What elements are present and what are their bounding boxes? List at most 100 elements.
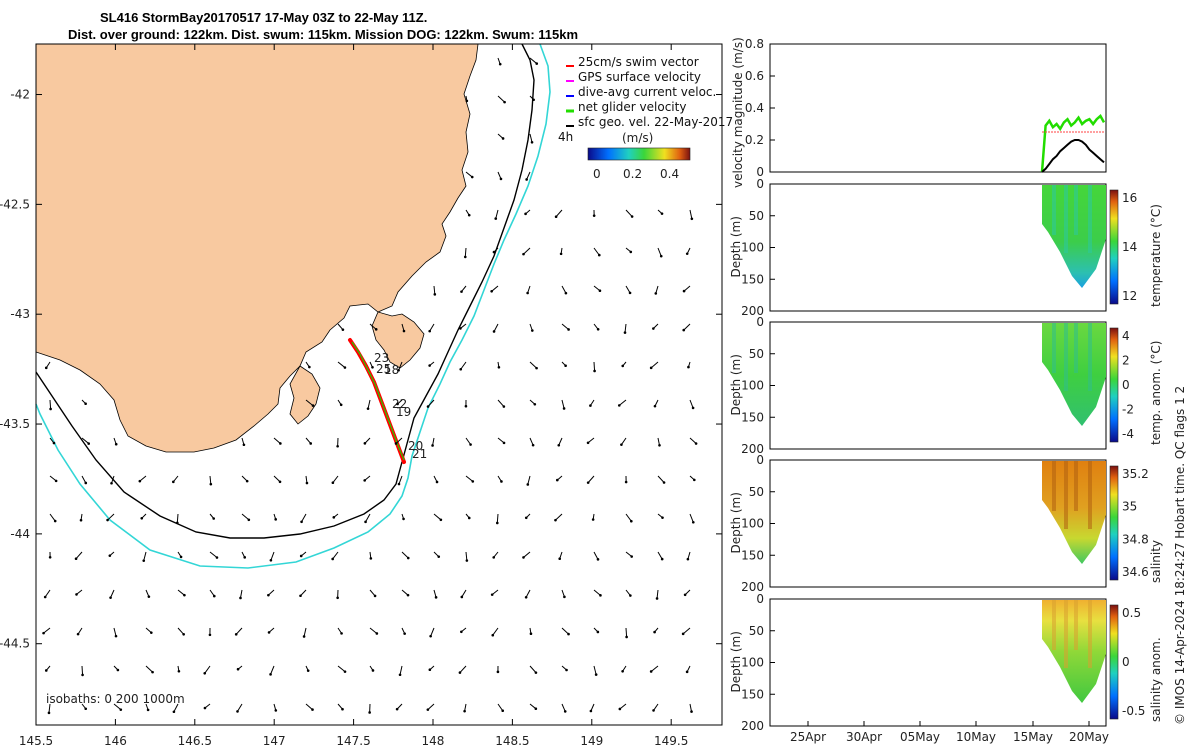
map-ytick-label-4: -44 (10, 527, 30, 541)
depth-colorbar-tick-2-1: 35 (1122, 500, 1137, 514)
current-arrow-105 (398, 475, 403, 485)
current-arrow-222 (113, 703, 122, 711)
current-arrowhead-234 (501, 709, 505, 713)
current-arrow-210 (399, 665, 403, 675)
current-arrow-65 (367, 399, 371, 409)
current-arrow-226 (237, 703, 243, 712)
current-arrow-236 (561, 703, 566, 712)
current-arrow-109 (527, 475, 531, 485)
current-arrowhead-42 (567, 328, 570, 331)
current-arrow-32 (625, 285, 631, 294)
current-arrowhead-60 (687, 365, 690, 369)
current-arrowhead-227 (274, 709, 278, 712)
current-arrowhead-205 (236, 667, 240, 671)
current-arrow-17 (689, 209, 693, 219)
current-arrowhead-109 (526, 483, 530, 486)
current-arrow-24 (657, 247, 662, 257)
current-arrowhead-55 (535, 366, 538, 370)
current-arrowhead-3 (503, 100, 506, 104)
current-arrow-125 (365, 513, 371, 523)
current-arrowhead-43 (596, 327, 600, 331)
current-arrow-69 (497, 399, 505, 407)
current-arrow-127 (433, 513, 442, 521)
current-arrowhead-171 (490, 593, 494, 596)
current-arrow-3 (497, 95, 505, 103)
current-arrowhead-112 (624, 480, 628, 484)
time-xtick-label-0: 25Apr (790, 730, 826, 744)
colorbar-units: (m/s) (622, 131, 653, 145)
current-arrowhead-193 (529, 632, 533, 635)
current-arrowhead-154 (630, 555, 633, 558)
current-arrow-93 (689, 437, 697, 444)
current-arrowhead-170 (460, 595, 464, 599)
current-arrowhead-21 (559, 252, 563, 256)
current-arrowhead-78 (114, 442, 118, 446)
current-arrow-151 (523, 551, 531, 558)
current-arrowhead-91 (620, 443, 623, 446)
current-arrow-42 (561, 323, 569, 330)
current-arrowhead-53 (459, 367, 463, 371)
current-arrowhead-74 (653, 404, 657, 408)
current-arrowhead-236 (563, 710, 567, 713)
current-arrowhead-9 (525, 178, 528, 181)
current-arrowhead-124 (332, 516, 336, 519)
depth-colorbar-0 (1109, 189, 1119, 305)
time-xtick-label-5: 20May (1069, 730, 1109, 744)
depth-section-stripe-1-1 (1064, 323, 1068, 391)
map-ytick-label-5: -44.5 (0, 637, 30, 651)
current-arrow-155 (657, 551, 663, 560)
map-xtick-label-1: 146 (104, 734, 127, 748)
vel-ytick-label-2: 0.4 (745, 101, 764, 115)
current-arrow-168 (401, 589, 409, 596)
depth-ylabel-0: Depth (m) (729, 216, 743, 277)
current-arrowhead-233 (463, 709, 466, 713)
current-arrow-53 (460, 361, 467, 370)
current-arrow-123 (301, 513, 307, 523)
current-arrowhead-51 (397, 368, 400, 372)
current-arrowhead-23 (629, 250, 633, 254)
current-arrowhead-228 (311, 708, 314, 711)
current-arrow-131 (555, 513, 563, 521)
current-arrowhead-45 (652, 327, 655, 330)
current-arrowhead-181 (150, 631, 153, 634)
current-arrowhead-139 (142, 559, 146, 562)
current-arrowhead-69 (502, 405, 506, 408)
current-arrowhead-66 (396, 402, 399, 406)
vel-ytick-label-3: 0.6 (745, 69, 764, 83)
current-arrowhead-187 (340, 632, 343, 635)
current-arrowhead-81 (309, 442, 313, 445)
current-arrowhead-10 (467, 213, 471, 217)
depth-ytick-label-1-2: 100 (741, 379, 764, 393)
current-arrowhead-204 (203, 671, 207, 675)
depth-ytick-label-1-4: 200 (741, 442, 764, 456)
depth-colorbar-tick-2-2: 34.8 (1122, 532, 1149, 546)
current-arrowhead-115 (53, 519, 57, 523)
legend-gps-label: GPS surface velocity (578, 70, 701, 84)
current-arrow-77 (81, 437, 90, 444)
vel-ytick-label-0: 0 (756, 165, 764, 179)
current-arrowhead-119 (175, 521, 179, 525)
current-arrowhead-118 (140, 517, 144, 520)
current-arrow-51 (398, 361, 403, 371)
depth-colorbar-2 (1109, 465, 1119, 581)
current-arrowhead-101 (278, 480, 282, 484)
current-arrow-121 (241, 513, 250, 521)
current-arrowhead-32 (628, 291, 632, 295)
sfc-geo-velocity-line (1041, 139, 1105, 173)
current-arrowhead-194 (567, 632, 570, 636)
current-arrowhead-156 (686, 557, 690, 561)
current-arrowhead-87 (502, 441, 506, 445)
current-arrowhead-206 (269, 673, 272, 676)
current-arrow-89 (558, 437, 563, 446)
current-arrowhead-58 (621, 364, 625, 368)
bruny-island-land (289, 365, 321, 425)
current-arrow-239 (653, 703, 659, 711)
current-arrowhead-36 (374, 328, 378, 331)
current-arrowhead-50 (371, 365, 374, 369)
current-arrowhead-1 (535, 62, 539, 65)
current-arrowhead-71 (562, 407, 566, 410)
depth-section-stripe-3-0 (1052, 600, 1056, 650)
current-arrow-133 (625, 513, 632, 522)
depth-ytick-label-1-1: 50 (749, 347, 764, 361)
current-arrow-59 (650, 361, 659, 369)
